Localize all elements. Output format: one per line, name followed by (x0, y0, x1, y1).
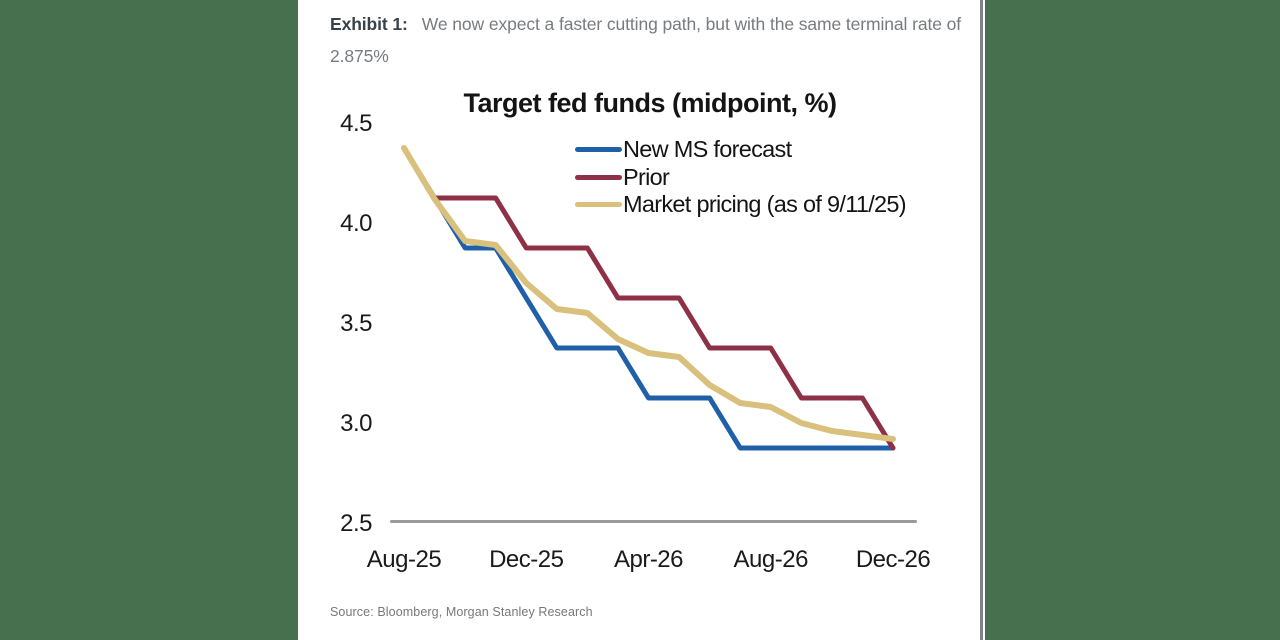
chart-title: Target fed funds (midpoint, %) (463, 88, 837, 118)
legend-swatch (575, 147, 622, 153)
legend-item: Prior (575, 164, 906, 192)
series-line-prior (401, 145, 896, 451)
x-tick-label: Apr-26 (613, 546, 684, 573)
line-plot (401, 145, 896, 451)
exhibit-caption-text: We now expect a faster cutting path, but… (330, 14, 962, 66)
legend-item: New MS forecast (575, 136, 906, 164)
x-tick-label: Dec-26 (855, 546, 931, 573)
x-tick-label: Dec-25 (489, 546, 564, 573)
exhibit-caption: Exhibit 1: We now expect a faster cutting… (330, 8, 964, 72)
series-line-market-pricing-as-of-9-11-25 (401, 145, 896, 442)
legend-label: Prior (623, 163, 670, 190)
background-band-right (985, 0, 1280, 640)
y-tick-label: 2.5 (340, 510, 372, 537)
chart-legend: New MS forecast Prior Market pricing (as o… (575, 136, 907, 219)
series-line-new-ms-forecast (401, 145, 896, 451)
y-tick-label: 4.0 (340, 210, 372, 237)
page-edge-separator (980, 0, 983, 640)
x-axis-line (390, 520, 917, 523)
background-band-left (0, 0, 298, 640)
legend-item: Market pricing (as of 9/11/25) (575, 191, 907, 219)
source-note: Source: Bloomberg, Morgan Stanley Resear… (330, 605, 593, 619)
y-tick-label: 3.0 (340, 410, 372, 437)
legend-swatch (575, 202, 622, 208)
x-tick-label: Aug-25 (366, 546, 442, 573)
y-tick-label: 4.5 (340, 110, 372, 137)
y-tick-label: 3.5 (340, 310, 372, 337)
legend-label: Market pricing (as of 9/11/25) (623, 191, 907, 218)
legend-swatch (575, 174, 622, 180)
exhibit-label: Exhibit 1: (330, 14, 408, 34)
x-tick-label: Aug-26 (733, 546, 809, 573)
legend-label: New MS forecast (623, 136, 792, 163)
